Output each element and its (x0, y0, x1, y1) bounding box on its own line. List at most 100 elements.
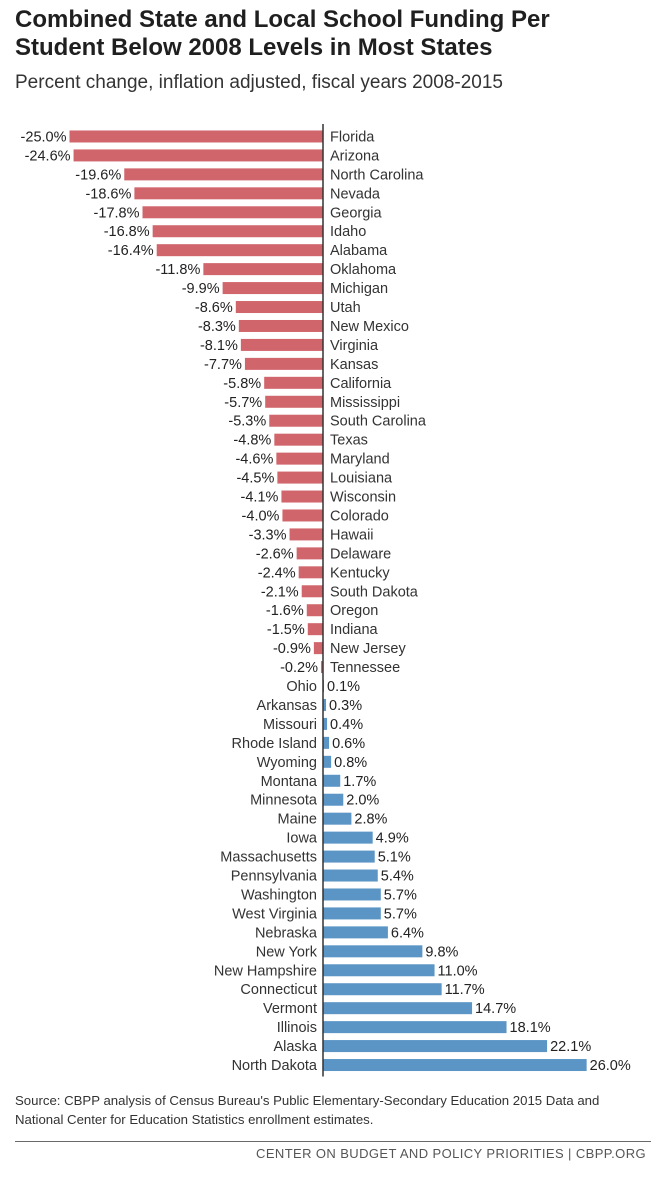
category-label-massachusetts: Massachusetts (220, 850, 317, 866)
value-label-louisiana: -4.5% (236, 471, 274, 487)
value-label-south-carolina: -5.3% (228, 414, 266, 430)
category-label-alabama: Alabama (330, 243, 388, 259)
category-label-north-carolina: North Carolina (330, 167, 424, 183)
value-label-illinois: 18.1% (510, 1020, 551, 1036)
value-label-colorado: -4.0% (242, 508, 280, 524)
value-label-washington: 5.7% (384, 887, 417, 903)
category-label-new-hampshire: New Hampshire (214, 963, 317, 979)
bar-delaware (296, 547, 323, 560)
value-label-massachusetts: 5.1% (378, 850, 411, 866)
bar-minnesota (323, 793, 344, 806)
category-label-arkansas: Arkansas (257, 698, 317, 714)
bar-georgia (142, 206, 323, 219)
bar-vermont (323, 1002, 473, 1015)
bar-new-hampshire (323, 964, 435, 977)
category-label-iowa: Iowa (286, 831, 318, 847)
value-label-minnesota: 2.0% (346, 793, 379, 809)
category-label-california: California (330, 376, 392, 392)
value-label-arizona: -24.6% (25, 148, 71, 164)
value-label-nevada: -18.6% (85, 186, 131, 202)
bar-kansas (244, 357, 323, 370)
value-label-new-mexico: -8.3% (198, 319, 236, 335)
category-label-nevada: Nevada (330, 186, 381, 202)
category-label-new-jersey: New Jersey (330, 641, 406, 657)
value-label-indiana: -1.5% (267, 622, 305, 638)
bar-montana (323, 774, 341, 787)
bar-texas (274, 433, 323, 446)
category-label-wisconsin: Wisconsin (330, 490, 396, 506)
category-label-delaware: Delaware (330, 546, 391, 562)
bar-louisiana (277, 471, 323, 484)
bar-idaho (152, 225, 323, 238)
category-label-oregon: Oregon (330, 603, 378, 619)
bar-michigan (222, 282, 323, 295)
category-label-virginia: Virginia (330, 338, 379, 354)
bar-iowa (323, 831, 373, 844)
value-label-new-york: 9.8% (425, 944, 458, 960)
category-label-ohio: Ohio (286, 679, 317, 695)
bar-oklahoma (203, 263, 323, 276)
bar-south-dakota (301, 585, 323, 598)
category-label-indiana: Indiana (330, 622, 379, 638)
bar-hawaii (289, 528, 323, 541)
category-label-alaska: Alaska (273, 1039, 317, 1055)
category-label-maryland: Maryland (330, 452, 390, 468)
bar-kentucky (298, 566, 323, 579)
value-label-north-dakota: 26.0% (590, 1058, 631, 1074)
category-label-minnesota: Minnesota (250, 793, 318, 809)
bar-maine (323, 812, 352, 825)
bar-florida (69, 130, 323, 143)
category-label-mississippi: Mississippi (330, 395, 400, 411)
bar-oregon (306, 604, 323, 617)
category-label-texas: Texas (330, 433, 368, 449)
category-label-tennessee: Tennessee (330, 660, 400, 676)
bar-west-virginia (323, 907, 381, 920)
bar-maryland (276, 452, 323, 465)
category-label-south-dakota: South Dakota (330, 584, 419, 600)
bar-wyoming (323, 755, 332, 768)
value-label-texas: -4.8% (233, 433, 271, 449)
value-label-iowa: 4.9% (376, 831, 409, 847)
value-label-oklahoma: -11.8% (155, 262, 200, 278)
bar-nevada (134, 187, 323, 200)
value-label-mississippi: -5.7% (224, 395, 262, 411)
bar-new-york (323, 945, 423, 958)
value-label-hawaii: -3.3% (249, 527, 287, 543)
value-label-montana: 1.7% (343, 774, 376, 790)
bar-massachusetts (323, 850, 375, 863)
value-label-georgia: -17.8% (94, 205, 140, 221)
value-label-tennessee: -0.2% (280, 660, 318, 676)
value-label-rhode-island: 0.6% (332, 736, 365, 752)
bar-south-carolina (269, 414, 323, 427)
category-label-louisiana: Louisiana (330, 471, 393, 487)
bar-chart: Florida -25.0% Arizona -24.6% North Carolina… (21, 124, 631, 1077)
bar-utah (235, 301, 323, 314)
bar-arkansas (323, 698, 327, 711)
bar-illinois (323, 1021, 507, 1034)
value-label-south-dakota: -2.1% (261, 584, 299, 600)
value-label-nebraska: 6.4% (391, 925, 424, 941)
value-label-alabama: -16.4% (108, 243, 154, 259)
bar-new-jersey (313, 642, 323, 655)
value-label-pennsylvania: 5.4% (381, 869, 414, 885)
value-label-new-jersey: -0.9% (273, 641, 311, 657)
value-label-wyoming: 0.8% (334, 755, 367, 771)
category-label-florida: Florida (330, 129, 375, 145)
bar-tennessee (320, 661, 323, 674)
value-label-new-hampshire: 11.0% (438, 963, 478, 979)
category-label-montana: Montana (261, 774, 318, 790)
category-label-missouri: Missouri (263, 717, 317, 733)
category-label-michigan: Michigan (330, 281, 388, 297)
category-label-utah: Utah (330, 300, 361, 316)
category-label-illinois: Illinois (277, 1020, 317, 1036)
category-label-north-dakota: North Dakota (232, 1058, 318, 1074)
value-label-california: -5.8% (223, 376, 261, 392)
value-label-kentucky: -2.4% (258, 565, 296, 581)
category-label-maine: Maine (278, 812, 318, 828)
bar-washington (323, 888, 381, 901)
value-label-florida: -25.0% (21, 129, 67, 145)
value-label-arkansas: 0.3% (329, 698, 362, 714)
value-label-idaho: -16.8% (104, 224, 150, 240)
category-label-south-carolina: South Carolina (330, 414, 427, 430)
bar-alabama (156, 244, 323, 257)
